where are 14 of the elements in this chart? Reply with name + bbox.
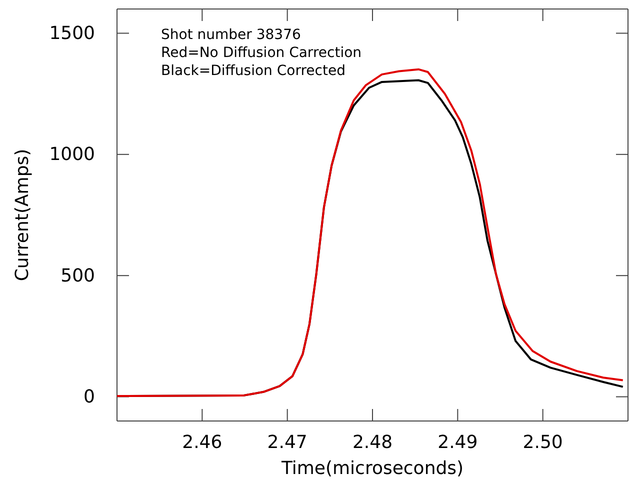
y-tick-label: 0	[84, 386, 95, 408]
x-tick-label: 2.48	[352, 432, 393, 453]
x-tick-label: 2.46	[182, 432, 222, 453]
y-axis-title: Current(Amps)	[12, 148, 33, 282]
x-tick-label: 2.49	[438, 432, 478, 453]
annotation: Shot number 38376	[161, 27, 301, 43]
x-tick-label: 2.47	[267, 432, 308, 453]
y-tick-label: 1000	[49, 144, 95, 166]
annotation: Black=Diffusion Corrected	[161, 63, 346, 79]
x-tick-label: 2.50	[522, 432, 563, 453]
annotation: Red=No Diffusion Carrection	[161, 45, 362, 61]
y-tick-label: 500	[60, 265, 95, 286]
x-axis-title: Time(microseconds)	[280, 458, 464, 479]
y-tick-label: 1500	[49, 22, 95, 44]
